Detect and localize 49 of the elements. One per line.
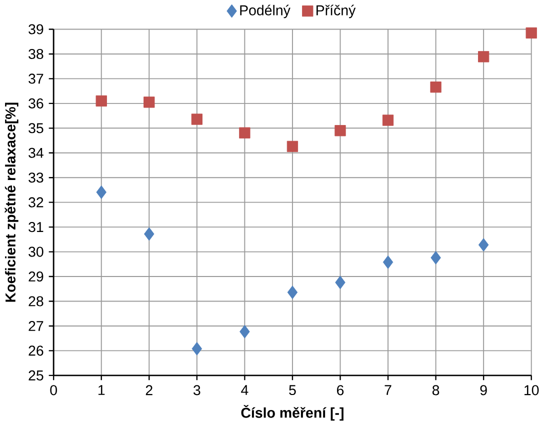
y-tick-label: 39 — [28, 24, 44, 34]
y-tick-label: 37 — [28, 73, 44, 84]
point — [382, 255, 394, 269]
y-tick-label: 36 — [28, 98, 44, 108]
x-tick-label: 8 — [432, 384, 440, 396]
x-tick-label: 6 — [337, 384, 344, 396]
point — [478, 50, 490, 62]
y-tick-label: 26 — [28, 345, 44, 356]
y-tick-label: 28 — [28, 296, 44, 306]
x-tick-label: 10 — [524, 384, 539, 396]
point — [96, 185, 106, 199]
point — [335, 276, 346, 290]
point — [191, 113, 202, 125]
x-tick-label: 9 — [480, 384, 487, 396]
y-tick-label: 29 — [28, 271, 44, 282]
point — [430, 81, 442, 92]
point — [286, 140, 298, 152]
y-axis-title: Koeficient zpětné relaxace[%] — [4, 102, 18, 302]
point — [144, 96, 155, 108]
point — [526, 27, 537, 38]
x-tick-label: 1 — [98, 384, 105, 395]
point — [239, 127, 250, 138]
y-tick-label: 33 — [28, 172, 44, 182]
legend-label: Příčný — [316, 4, 356, 18]
x-tick-label: 5 — [289, 384, 296, 395]
y-tick-label: 25 — [28, 370, 44, 380]
legend-label: Podélný — [240, 4, 290, 18]
y-tick-label: 32 — [28, 197, 44, 208]
y-tick-label: 35 — [28, 122, 44, 133]
point — [192, 342, 202, 356]
y-tick-label: 30 — [28, 246, 44, 257]
y-tick-label: 31 — [28, 222, 44, 232]
y-tick-label: 38 — [28, 48, 44, 59]
point — [334, 124, 346, 136]
point — [240, 324, 250, 338]
point — [478, 238, 489, 252]
point — [144, 227, 154, 241]
x-tick-label: 2 — [146, 384, 152, 395]
x-axis-title: Číslo měření [-] — [241, 404, 344, 420]
x-tick-label: 7 — [384, 384, 392, 395]
point — [430, 250, 441, 264]
x-tick-label: 0 — [50, 384, 57, 396]
x-tick-label: 3 — [193, 384, 200, 396]
y-tick-label: 34 — [28, 148, 44, 158]
y-tick-label: 27 — [28, 320, 44, 331]
point — [287, 285, 298, 299]
point — [96, 95, 107, 106]
point — [382, 114, 394, 126]
x-tick-label: 4 — [241, 384, 248, 395]
